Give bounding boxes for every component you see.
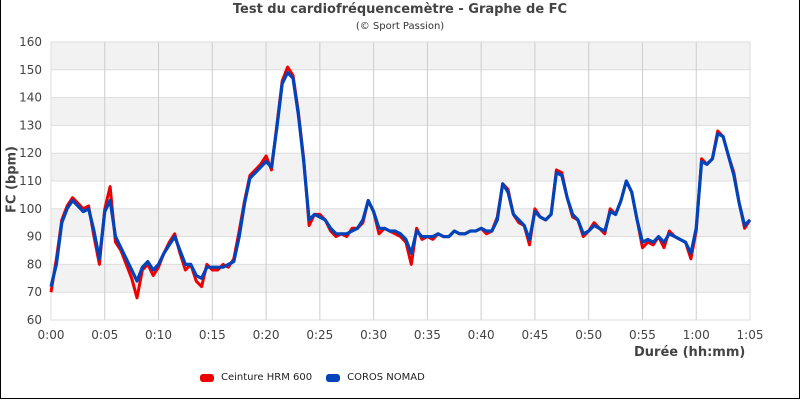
y-tick-label: 160	[19, 35, 42, 49]
x-tick-label: 0:30	[360, 328, 387, 342]
legend-label: COROS NOMAD	[347, 372, 425, 383]
data-lines	[49, 65, 752, 300]
y-tick-label: 100	[19, 202, 42, 216]
legend-item-hrm600[interactable]: Ceinture HRM 600	[200, 372, 312, 383]
y-tick-label: 130	[19, 118, 42, 132]
x-tick-label: 0:05	[91, 328, 118, 342]
x-tick-label: 0:15	[199, 328, 226, 342]
y-tick-label: 140	[19, 91, 42, 105]
x-tick-label: 0:10	[145, 328, 172, 342]
y-tick-label: 150	[19, 63, 42, 77]
x-tick-label: 0:35	[414, 328, 441, 342]
x-tick-label: 1:00	[683, 328, 710, 342]
chart-title: Test du cardiofréquencemètre - Graphe de…	[232, 2, 568, 17]
x-tick-label: 1:05	[737, 328, 764, 342]
x-tick-label: 0:20	[253, 328, 280, 342]
y-axis-label: FC (bpm)	[4, 146, 20, 213]
legend: Ceinture HRM 600 COROS NOMAD	[200, 372, 439, 383]
x-tick-label: 0:40	[468, 328, 495, 342]
chart-subtitle: (© Sport Passion)	[355, 21, 445, 32]
legend-swatch-red-icon	[200, 373, 214, 382]
x-tick-label: 0:50	[575, 328, 602, 342]
legend-swatch-blue-icon	[326, 373, 341, 382]
x-tick-label: 0:55	[629, 328, 656, 342]
legend-item-coros[interactable]: COROS NOMAD	[326, 372, 425, 383]
x-tick-label: 0:45	[521, 328, 548, 342]
y-tick-label: 60	[27, 313, 42, 327]
series-line-1	[49, 70, 752, 287]
y-tick-label: 110	[19, 174, 42, 188]
y-tick-label: 90	[27, 230, 42, 244]
x-tick-label: 0:25	[306, 328, 333, 342]
y-tick-label: 120	[19, 146, 42, 160]
y-tick-label: 70	[27, 285, 42, 299]
x-axis-label: Durée (hh:mm)	[634, 345, 746, 360]
legend-label: Ceinture HRM 600	[221, 372, 313, 383]
y-axis-ticks: 60 70 80 90 100 110 120 130 140 150 160	[19, 35, 42, 327]
y-tick-label: 80	[27, 257, 42, 271]
x-axis-ticks: 0:00 0:05 0:10 0:15 0:20 0:25 0:30 0:35 0:40 0:45…	[38, 328, 764, 342]
x-tick-label: 0:00	[38, 328, 65, 342]
